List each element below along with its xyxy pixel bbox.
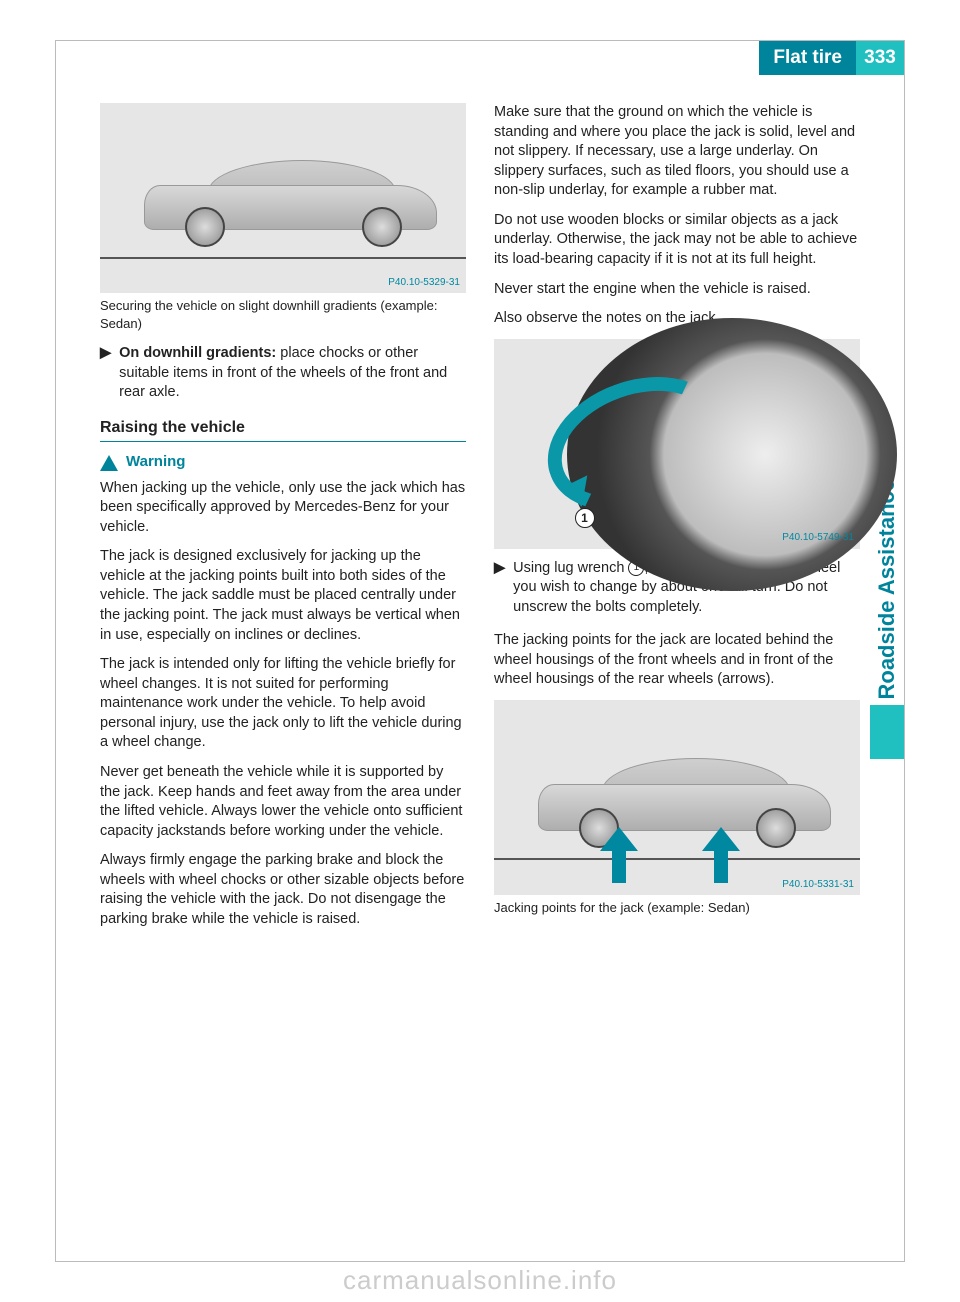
page-header: Flat tire 333 [56,41,904,75]
warning-p1: When jacking up the vehicle, only use th… [100,479,466,538]
para-jacking-points: The jacking points for the jack are loca… [494,631,860,690]
instruction-downhill: ▶ On downhill gradients: place chocks or… [100,344,466,403]
figure-loosen-bolts: 1 P40.10-5749-31 [494,339,860,549]
watermark: carmanualsonline.info [0,1265,960,1296]
figure-caption: Securing the vehicle on slight downhill … [100,297,466,332]
para-ground: Make sure that the ground on which the v… [494,103,860,201]
figure-jacking-points: P40.10-5331-31 [494,700,860,895]
warning-p3: The jack is intended only for lifting th… [100,655,466,753]
figure-code: P40.10-5329-31 [388,276,460,290]
warning-heading: Warning [100,452,466,472]
section-title: Flat tire [759,41,856,75]
right-column: Make sure that the ground on which the v… [494,103,860,939]
content-columns: P40.10-5329-31 Securing the vehicle on s… [56,75,904,967]
heading-raising-vehicle: Raising the vehicle [100,417,466,443]
warning-p2: The jack is designed exclusively for jac… [100,547,466,645]
left-column: P40.10-5329-31 Securing the vehicle on s… [100,103,466,939]
instruction-arrow-icon: ▶ [494,559,505,618]
figure-caption: Jacking points for the jack (example: Se… [494,899,860,917]
para-engine: Never start the engine when the vehicle … [494,280,860,300]
instruction-arrow-icon: ▶ [100,344,111,403]
callout-1-icon: 1 [575,508,595,528]
warning-label: Warning [126,452,185,472]
warning-p5: Always firmly engage the parking brake a… [100,851,466,929]
warning-p4: Never get beneath the vehicle while it i… [100,763,466,841]
side-tab-marker [870,705,904,759]
instruction-text: On downhill gradients: place chocks or o… [119,344,466,403]
jack-arrow-icon [604,827,634,883]
instruction-bold: On downhill gradients: [119,345,276,361]
para-underlay: Do not use wooden blocks or similar obje… [494,211,860,270]
manual-page: Flat tire 333 Roadside Assistance P40.10… [55,40,905,1262]
page-number: 333 [856,41,904,75]
figure-downhill-chocks: P40.10-5329-31 [100,103,466,293]
instr-part-a: Using lug wrench [513,560,628,576]
jack-arrow-icon [706,827,736,883]
figure-code: P40.10-5749-31 [782,531,854,545]
warning-triangle-icon [100,455,118,471]
figure-code: P40.10-5331-31 [782,878,854,892]
